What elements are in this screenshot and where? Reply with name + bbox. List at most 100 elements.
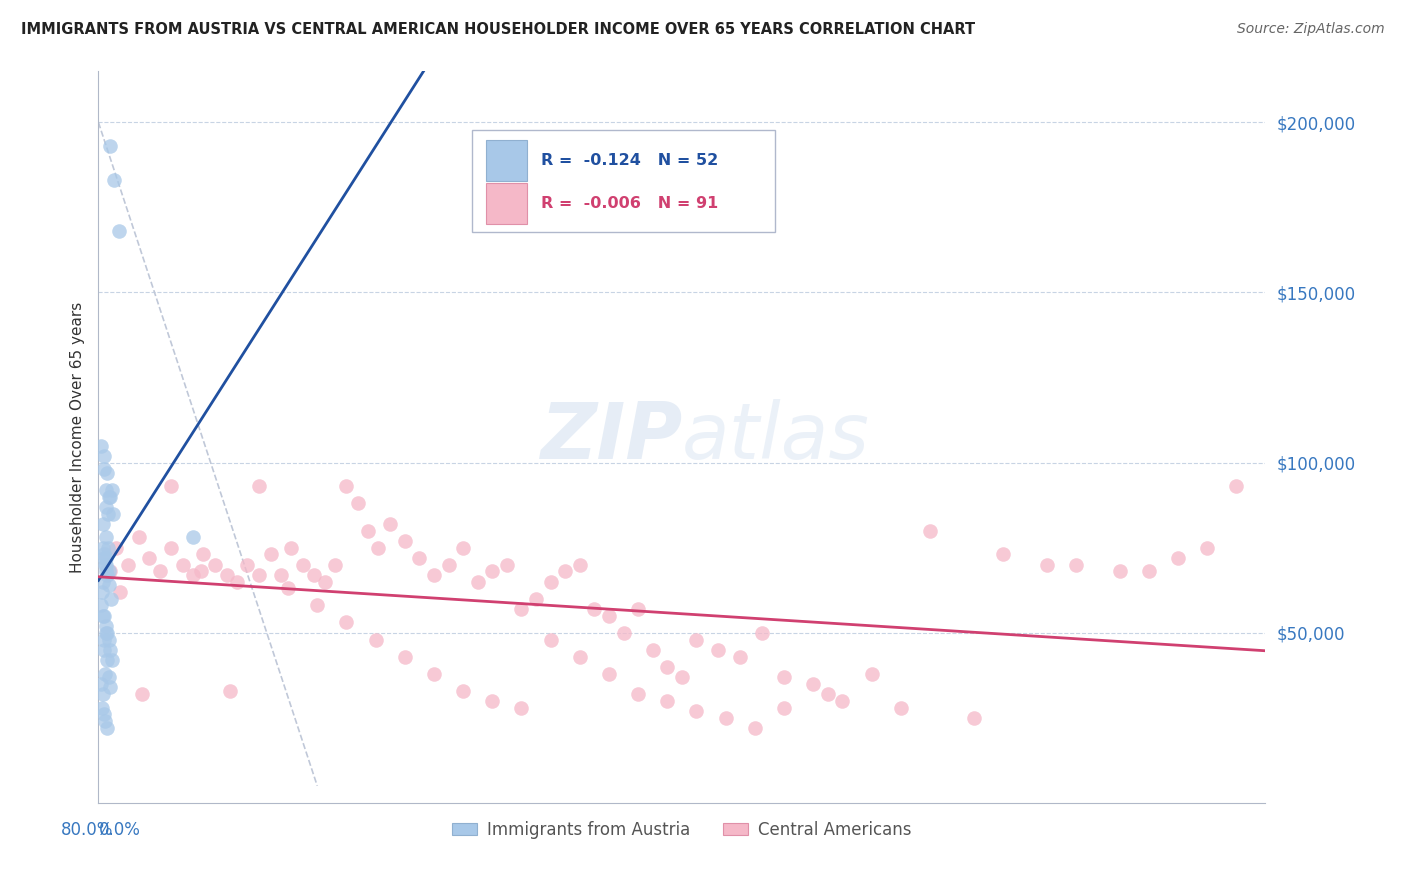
Point	[335, 479, 357, 493]
Point	[96, 653, 118, 667]
Point	[94, 550, 117, 565]
Point	[104, 541, 127, 555]
Point	[991, 548, 1014, 562]
Point	[93, 642, 115, 657]
Point	[1225, 479, 1247, 493]
Point	[270, 567, 292, 582]
Point	[181, 531, 204, 545]
Point	[97, 490, 120, 504]
Point	[94, 558, 117, 572]
Point	[613, 625, 636, 640]
Point	[773, 670, 796, 684]
Point	[94, 619, 117, 633]
Point	[1035, 558, 1057, 572]
Point	[831, 694, 853, 708]
Point	[408, 550, 430, 565]
Point	[96, 466, 118, 480]
Point	[94, 500, 117, 514]
Point	[94, 558, 117, 572]
Point	[128, 531, 150, 545]
Point	[437, 558, 460, 572]
Point	[98, 642, 121, 657]
Point	[451, 541, 474, 555]
Point	[94, 483, 117, 497]
Point	[641, 642, 664, 657]
Point	[97, 507, 120, 521]
Text: ZIP: ZIP	[540, 399, 682, 475]
Point	[190, 565, 212, 579]
Point	[671, 670, 693, 684]
Point	[510, 700, 533, 714]
Point	[714, 711, 737, 725]
Point	[97, 541, 120, 555]
Point	[101, 507, 124, 521]
Point	[91, 585, 114, 599]
Point	[93, 608, 115, 623]
Point	[181, 567, 204, 582]
Point	[657, 659, 679, 673]
Point	[160, 479, 183, 493]
Point	[1197, 541, 1219, 555]
Point	[1108, 565, 1130, 579]
Point	[91, 700, 114, 714]
Point	[707, 642, 730, 657]
Point	[247, 479, 270, 493]
Point	[149, 565, 172, 579]
Point	[98, 565, 121, 579]
Point	[91, 574, 114, 589]
Point	[96, 531, 118, 545]
Point	[568, 649, 591, 664]
Point	[280, 541, 302, 555]
Point	[100, 653, 122, 667]
Point	[423, 567, 446, 582]
Point	[304, 567, 326, 582]
Point	[91, 608, 114, 623]
Point	[685, 704, 707, 718]
Point	[751, 625, 773, 640]
Point	[364, 632, 387, 647]
Point	[347, 496, 370, 510]
Text: atlas: atlas	[682, 399, 870, 475]
Point	[131, 687, 153, 701]
Point	[335, 615, 357, 630]
Point	[100, 483, 122, 497]
Point	[138, 550, 160, 565]
Point	[890, 700, 912, 714]
Point	[481, 565, 503, 579]
Point	[204, 558, 226, 572]
Point	[98, 680, 121, 694]
Y-axis label: Householder Income Over 65 years: Householder Income Over 65 years	[69, 301, 84, 573]
Point	[380, 516, 402, 531]
Point	[117, 558, 139, 572]
Point	[91, 687, 114, 701]
Point	[685, 632, 707, 647]
Point	[218, 683, 240, 698]
Point	[108, 224, 131, 238]
Text: IMMIGRANTS FROM AUSTRIA VS CENTRAL AMERICAN HOUSEHOLDER INCOME OVER 65 YEARS COR: IMMIGRANTS FROM AUSTRIA VS CENTRAL AMERI…	[21, 22, 976, 37]
Point	[96, 565, 118, 579]
Point	[110, 585, 132, 599]
Point	[93, 632, 115, 647]
Point	[307, 599, 329, 613]
Point	[277, 582, 299, 596]
Point	[172, 558, 194, 572]
Point	[97, 578, 120, 592]
Point	[918, 524, 941, 538]
Point	[744, 721, 766, 735]
Point	[96, 625, 118, 640]
Point	[98, 490, 121, 504]
Point	[96, 567, 118, 582]
Point	[773, 700, 796, 714]
Point	[730, 649, 752, 664]
Point	[93, 462, 115, 476]
Point	[481, 694, 503, 708]
Point	[226, 574, 249, 589]
Point	[540, 632, 562, 647]
Point	[259, 548, 281, 562]
Point	[97, 632, 120, 647]
Point	[160, 541, 183, 555]
Point	[90, 439, 112, 453]
Point	[96, 721, 118, 735]
Point	[583, 602, 606, 616]
Point	[100, 591, 122, 606]
